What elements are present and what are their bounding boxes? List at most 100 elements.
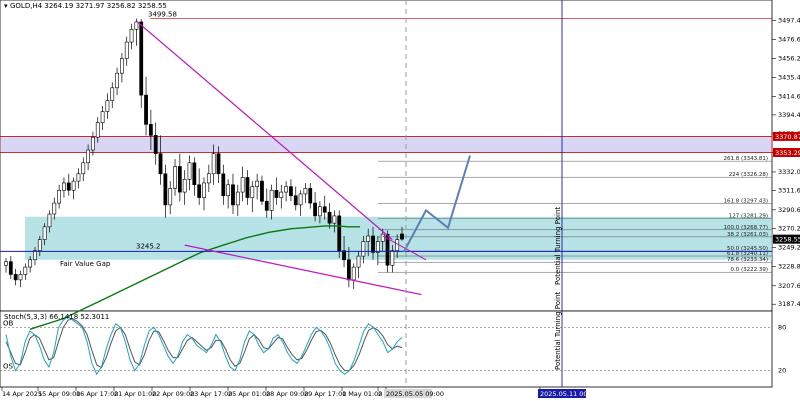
candle-body <box>163 173 168 206</box>
price-axis: 3497.40 3476.60 3456.20 3435.40 3414.60 3394.… <box>772 17 800 308</box>
candle-body <box>182 178 187 193</box>
fib-label: 261.8 (3343.81) <box>723 156 768 162</box>
candle-body <box>76 173 81 182</box>
candle-body <box>337 215 342 251</box>
zone-price-badge: 3370.87 <box>775 133 800 141</box>
indicator-lines <box>29 225 360 330</box>
candle-body <box>202 182 206 198</box>
candle-body <box>52 202 57 215</box>
time-tick-label: 2025.05.11 00:00 <box>540 390 598 398</box>
candle-body <box>18 274 23 281</box>
time-tick-label: 29 Apr 17:00 <box>304 390 346 398</box>
fib-label: 100.0 (3268.77) <box>723 225 768 231</box>
time-tick-label: 22 Apr 09:00 <box>152 390 194 398</box>
time-badge <box>384 389 432 398</box>
candle-body <box>153 135 158 154</box>
time-tick-label: 16 Apr 17:00 <box>76 390 118 398</box>
candle-body <box>293 195 298 206</box>
candles <box>4 18 404 290</box>
candle-body <box>385 233 390 266</box>
candle-body <box>250 186 255 198</box>
oversold-label: OS <box>3 363 14 371</box>
price-tick-label: 3228.80 <box>778 262 800 270</box>
stoch-info: Stoch(5,3,3) 66.1418 52.3011 <box>4 313 109 321</box>
candle-body <box>318 206 322 217</box>
fair-value-gap-zone <box>25 216 772 260</box>
level-label: 3245.2 <box>136 242 161 250</box>
price-tick-label: 3290.60 <box>778 206 800 214</box>
time-tick-label: 28 Apr 09:00 <box>266 390 308 398</box>
time-tick-label: 1 May 01:00 <box>342 390 382 398</box>
candle-body <box>57 189 62 204</box>
symbol-info: GOLD,H4 3264.19 3271.97 3256.82 3258.55 <box>10 2 167 10</box>
candle-body <box>134 21 139 30</box>
candle-body <box>33 250 37 261</box>
fib-label: 50.0 (3245.50) <box>727 246 768 252</box>
candle-body <box>173 166 177 189</box>
price-tick-label: 3414.60 <box>778 92 800 100</box>
zone-price-badge: 3353.29 <box>775 149 800 157</box>
price-tick-label: 3394.40 <box>778 111 800 119</box>
candle-body <box>351 266 356 281</box>
candle-body <box>400 233 404 240</box>
candle-body <box>110 87 115 101</box>
candle-body <box>308 188 313 204</box>
candle-body <box>37 239 42 251</box>
time-tick-label: 2025.05.05 09:00 <box>386 390 444 398</box>
candle-body <box>356 255 361 268</box>
price-tick-label: 3476.60 <box>778 36 800 44</box>
candle-body <box>124 41 129 59</box>
price-tick-label: 3497.40 <box>778 17 800 25</box>
candle-body <box>105 100 110 112</box>
current-price-badge: 3258.55 <box>775 236 800 244</box>
stoch-level-label: 20 <box>778 367 786 375</box>
candle-body <box>66 182 71 191</box>
price-tick-label: 3207.60 <box>778 282 800 290</box>
candle-body <box>42 226 47 240</box>
zone-price-badge-bg <box>773 131 800 141</box>
stoch-k-line <box>5 315 403 376</box>
candle-body <box>8 261 13 275</box>
time-tick-label: 23 Apr 17:00 <box>190 390 232 398</box>
candle-body <box>100 111 105 123</box>
candle-body <box>81 162 86 175</box>
time-tick-label: 15 Apr 09:00 <box>38 390 80 398</box>
wedge-lower-line <box>184 244 422 296</box>
candle-body <box>375 241 380 253</box>
candle-body <box>274 189 279 198</box>
candle-body <box>216 153 221 175</box>
fvg-label: Fair Value Gap <box>60 260 111 268</box>
wedge-upper-line <box>136 20 393 241</box>
candle-body <box>255 180 260 187</box>
candle-body <box>269 189 274 211</box>
collapse-arrow-icon[interactable]: ▾ <box>4 2 8 10</box>
candle-body <box>226 184 231 197</box>
candle-body <box>390 250 395 266</box>
candle-body <box>332 215 337 224</box>
candle-body <box>120 58 124 74</box>
fib-label: 38.2 (3261.03) <box>727 232 768 238</box>
fib-label: 127 (3281.29) <box>729 213 768 219</box>
candle-body <box>28 259 33 268</box>
candle-body <box>206 173 211 184</box>
price-tick-label: 3435.40 <box>778 73 800 81</box>
candle-body <box>395 239 400 251</box>
candle-body <box>197 184 202 198</box>
candle-body <box>221 173 226 197</box>
candle-body <box>231 184 235 206</box>
candle-body <box>91 136 95 151</box>
overbought-label: OB <box>3 319 14 327</box>
time-badge <box>538 389 586 398</box>
supply-zone <box>0 136 773 153</box>
time-tick-label: 21 Apr 01:00 <box>114 390 156 398</box>
candle-body <box>245 177 250 198</box>
candle-body <box>86 149 90 164</box>
price-tick-label: 3187.40 <box>778 300 800 308</box>
candle-body <box>240 177 245 193</box>
time-tick-label: 2 <box>378 390 382 398</box>
price-tick-label: 3311.60 <box>778 187 800 195</box>
candle-body <box>71 180 76 191</box>
candle-body <box>192 162 197 186</box>
candle-body <box>279 191 284 198</box>
